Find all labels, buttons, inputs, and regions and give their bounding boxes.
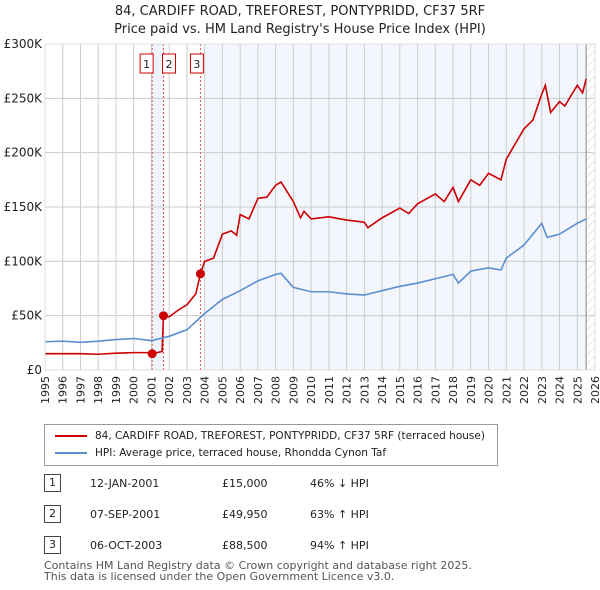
y-tick-label: £50K — [11, 309, 43, 323]
x-tick-label: 2014 — [376, 376, 389, 404]
transaction-price: £49,950 — [222, 508, 268, 521]
footer-copyright: Contains HM Land Registry data © Crown c… — [44, 559, 472, 572]
x-tick-label: 1995 — [39, 376, 52, 404]
x-tick-label: 1998 — [92, 376, 105, 404]
x-tick-label: 2005 — [216, 376, 229, 404]
hpi-line — [44, 218, 587, 344]
transaction-hpi: 63% ↑ HPI — [310, 508, 369, 521]
plot-border — [44, 43, 596, 371]
x-tick-label: 2017 — [429, 376, 442, 404]
x-tick-label: 2018 — [447, 376, 460, 404]
y-tick-label: £100K — [4, 254, 44, 268]
chart-subtitle: Price paid vs. HM Land Registry's House … — [114, 22, 486, 37]
x-tick-label: 2008 — [270, 376, 283, 404]
x-tick-label: 2004 — [199, 376, 212, 404]
x-tick-label: 2024 — [554, 376, 567, 404]
transaction-price: £15,000 — [222, 477, 268, 490]
x-tick-label: 2012 — [341, 376, 354, 404]
transaction-row: 2 07-SEP-2001 £49,950 63% ↑ HPI — [44, 505, 544, 525]
x-tick-label: 2023 — [536, 376, 549, 404]
transaction-hpi: 46% ↓ HPI — [310, 477, 369, 490]
x-tick-label: 2022 — [518, 376, 531, 404]
footer: Contains HM Land Registry data © Crown c… — [44, 560, 472, 582]
sale-label-box — [139, 53, 154, 74]
x-tick-label: 2016 — [412, 376, 425, 404]
x-tick-label: 2019 — [465, 376, 478, 404]
footer-licence: This data is licensed under the Open Gov… — [44, 570, 395, 583]
x-tick-label: 2010 — [305, 376, 318, 404]
transaction-row: 1 12-JAN-2001 £15,000 46% ↓ HPI — [44, 474, 544, 494]
sale-label-box — [189, 53, 204, 74]
x-tick-label: 2021 — [500, 376, 513, 404]
sale-label-box — [162, 53, 177, 74]
transaction-badge: 3 — [44, 536, 61, 554]
transaction-hpi: 94% ↑ HPI — [310, 539, 369, 552]
x-tick-label: 2003 — [181, 376, 194, 404]
transaction-badge: 1 — [44, 474, 61, 492]
x-tick-label: 2000 — [128, 376, 141, 404]
legend-hpi: HPI: Average price, terraced house, Rhon… — [95, 447, 387, 459]
transaction-date: 07-SEP-2001 — [90, 508, 161, 521]
x-tick-label: 2013 — [358, 376, 371, 404]
chart-title: 84, CARDIFF ROAD, TREFOREST, PONTYPRIDD,… — [114, 4, 486, 19]
transaction-date: 06-OCT-2003 — [90, 539, 163, 552]
transaction-row: 3 06-OCT-2003 £88,500 94% ↑ HPI — [44, 536, 544, 556]
x-tick-label: 2009 — [287, 376, 300, 404]
y-tick-label: £200K — [4, 146, 44, 160]
x-tick-label: 2020 — [483, 376, 496, 404]
x-tick-label: 2015 — [394, 376, 407, 404]
x-tick-label: 1999 — [110, 376, 123, 404]
transaction-badge: 2 — [44, 505, 61, 523]
legend: 84, CARDIFF ROAD, TREFOREST, PONTYPRIDD,… — [44, 424, 498, 466]
x-tick-label: 2001 — [145, 376, 158, 404]
transaction-date: 12-JAN-2001 — [90, 477, 160, 490]
transaction-price: £88,500 — [222, 539, 268, 552]
sale-point — [195, 269, 205, 279]
y-tick-label: £0 — [27, 363, 42, 377]
legend-swatch-property — [55, 435, 87, 437]
x-tick-label: 2006 — [234, 376, 247, 404]
x-tick-label: 2002 — [163, 376, 176, 404]
x-tick-label: 1996 — [57, 376, 70, 404]
x-tick-label: 2025 — [571, 376, 584, 404]
x-tick-label: 2026 — [589, 376, 600, 404]
sale-label: 2 — [166, 58, 173, 71]
x-tick-label: 2007 — [252, 376, 265, 404]
x-tick-label: 2011 — [323, 376, 336, 404]
y-tick-label: £150K — [4, 200, 44, 214]
legend-property: 84, CARDIFF ROAD, TREFOREST, PONTYPRIDD,… — [95, 430, 485, 442]
y-tick-label: £300K — [4, 37, 44, 51]
price-chart: 1995 1996 1997 1998 1999 2000 2001 2002 2003 2004… — [4, 37, 600, 404]
legend-swatch-hpi — [55, 452, 87, 454]
x-tick-label: 1997 — [74, 376, 87, 404]
sale-label: 1 — [143, 58, 150, 71]
sale-label: 3 — [193, 58, 200, 71]
sale-point — [159, 311, 169, 321]
sale-point — [147, 349, 157, 359]
y-tick-label: £250K — [4, 91, 44, 105]
